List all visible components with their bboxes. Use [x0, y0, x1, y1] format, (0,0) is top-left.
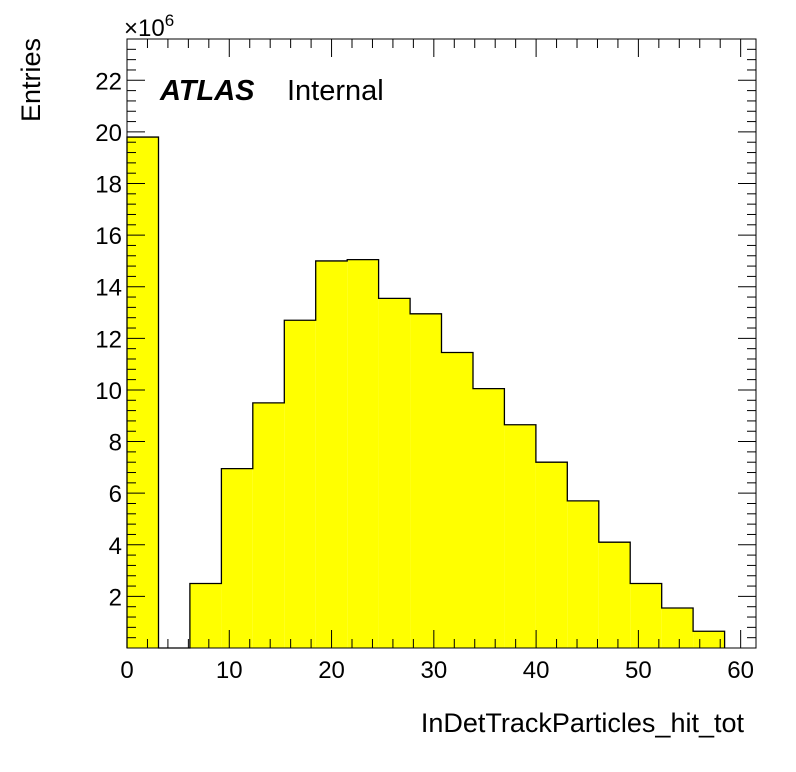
axis-ticks	[126, 38, 756, 648]
y-tick-label: 16	[95, 223, 122, 250]
y-tick-label: 18	[95, 172, 122, 199]
y-tick-label: 4	[109, 533, 122, 560]
histogram-bin-12	[504, 424, 536, 648]
histogram-bin-0	[127, 137, 159, 648]
y-tick-label: 6	[109, 481, 122, 508]
histogram-bin-7	[347, 259, 379, 648]
y-axis-multiplier: ×106	[124, 11, 174, 42]
histogram-bin-16	[630, 583, 662, 648]
x-tick-label: 50	[625, 657, 652, 684]
atlas-status-label: Internal	[287, 75, 384, 107]
x-tick-label: 20	[318, 657, 345, 684]
histogram-bin-10	[441, 352, 474, 648]
histogram-bin-9	[410, 313, 442, 648]
histogram-bin-18	[693, 631, 725, 648]
x-tick-label: 10	[216, 657, 243, 684]
x-tick-label: 40	[523, 657, 550, 684]
x-tick-label: 0	[120, 657, 133, 684]
histogram-bin-8	[378, 298, 411, 648]
histogram-bin-4	[252, 402, 285, 648]
x-axis-title: InDetTrackParticles_hit_tot	[421, 708, 745, 738]
atlas-label: ATLAS	[159, 75, 255, 107]
y-tick-label: 20	[95, 120, 122, 147]
histogram-bin-11	[473, 388, 505, 648]
histogram-bin-5	[284, 320, 316, 648]
x-tick-label: 30	[420, 657, 447, 684]
plot-frame	[126, 38, 757, 649]
histogram-outline-path	[126, 136, 726, 649]
y-axis-title: Entries	[16, 38, 46, 122]
histogram-bin-17	[661, 608, 694, 648]
histogram-bars	[127, 137, 725, 648]
y-tick-label: 14	[95, 275, 122, 302]
y-tick-label: 2	[109, 584, 122, 611]
histogram-bin-2	[189, 583, 222, 648]
histogram-outline	[126, 136, 726, 649]
histogram-bin-13	[535, 462, 568, 648]
x-tick-label: 60	[727, 657, 754, 684]
histogram-bin-15	[598, 542, 631, 648]
y-tick-label: 22	[95, 68, 122, 95]
y-tick-label: 12	[95, 326, 122, 353]
x-tick-labels: 0 10 20 30 40 50 60	[120, 657, 754, 684]
y-tick-label: 8	[109, 430, 122, 457]
histogram-bin-6	[315, 260, 348, 648]
y-tick-label: 10	[95, 378, 122, 405]
histogram-bin-3	[221, 468, 253, 648]
y-tick-labels: 2 4 6 8 10 12 14 16 18 20 22	[95, 68, 122, 611]
histogram-bin-14	[567, 500, 599, 648]
